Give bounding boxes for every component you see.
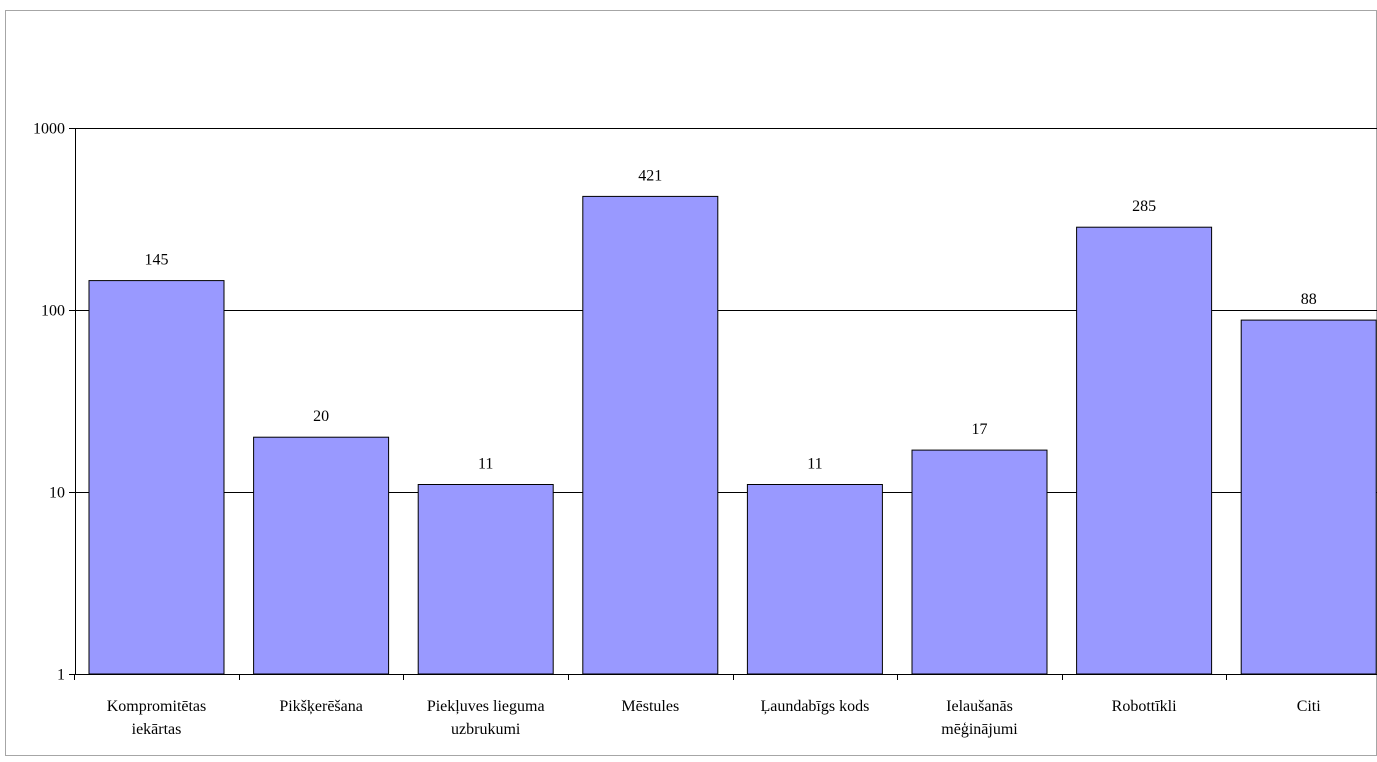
y-tick-labels: 1 10 100 1000 xyxy=(33,121,65,684)
y-tick-label: 100 xyxy=(41,303,65,320)
y-tick-label: 1 xyxy=(57,667,65,684)
bar xyxy=(253,436,390,675)
category-label-line: mēģinājumi xyxy=(941,721,1018,738)
category-label-line: Mēstules xyxy=(621,698,679,715)
category-label: Piekļuves lieguma uzbrukumi xyxy=(427,698,545,738)
data-label: 11 xyxy=(807,456,822,473)
category-label-line: Ļaundabīgs kods xyxy=(760,698,869,715)
data-labels: 145 20 11 421 11 17 285 88 xyxy=(145,167,1317,472)
data-label: 88 xyxy=(1301,291,1317,308)
data-label: 285 xyxy=(1132,198,1156,215)
data-label: 20 xyxy=(313,408,329,425)
y-tick-label: 1000 xyxy=(33,121,65,138)
bar xyxy=(582,195,719,675)
data-label: 17 xyxy=(972,421,988,438)
data-label: 11 xyxy=(478,456,493,473)
data-label: 145 xyxy=(145,252,169,269)
category-label-line: Ielaušanās xyxy=(946,698,1013,715)
bars xyxy=(88,195,1377,675)
bar xyxy=(417,484,554,675)
category-label-line: Robottīkli xyxy=(1112,698,1177,715)
category-label: Ļaundabīgs kods xyxy=(760,698,869,715)
category-label-line: uzbrukumi xyxy=(451,721,521,738)
data-label: 421 xyxy=(638,167,662,184)
category-labels: Kompromitētas iekārtas Pikšķerēšana Piekļuv… xyxy=(107,698,1322,738)
bar xyxy=(746,484,883,675)
bar xyxy=(1076,226,1213,675)
category-label-line: Citi xyxy=(1297,698,1322,715)
bar xyxy=(1240,319,1377,675)
category-label-line: iekārtas xyxy=(132,721,182,738)
category-label-line: Piekļuves lieguma xyxy=(427,698,545,715)
category-label: Kompromitētas iekārtas xyxy=(107,698,207,738)
bar xyxy=(88,280,225,675)
category-label: Mēstules xyxy=(621,698,679,715)
category-label: Pikšķerēšana xyxy=(279,698,363,715)
category-label-line: Kompromitētas xyxy=(107,698,207,715)
category-label: Ielaušanās mēģinājumi xyxy=(941,698,1018,738)
category-label: Citi xyxy=(1297,698,1322,715)
category-label-line: Pikšķerēšana xyxy=(279,698,363,715)
bar xyxy=(911,449,1048,675)
category-label: Robottīkli xyxy=(1112,698,1177,715)
axes xyxy=(69,128,1377,680)
y-tick-label: 10 xyxy=(49,485,65,502)
